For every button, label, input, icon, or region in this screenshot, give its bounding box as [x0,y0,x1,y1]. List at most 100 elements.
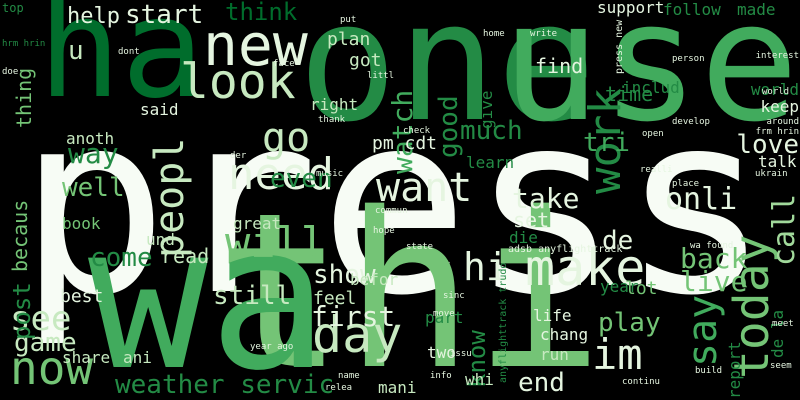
word-life: life [533,306,572,325]
word-continu: continu [622,377,660,387]
word-two: two [427,343,456,362]
word-press-new: press new [614,19,625,74]
word-meet: meet [772,319,794,329]
word-anyflighttrack-trudo: anyflighttrack trudo [498,262,509,383]
word-plan: plan [327,29,371,50]
word-now: now [10,341,94,395]
word-good: good [434,95,464,158]
word-keep: keep [760,97,799,116]
word-much: much [460,116,523,146]
word-frm-hrin: frm hrin [755,127,799,137]
word-de: de [602,226,634,256]
word-even: even [270,164,333,194]
word-tri: tri [583,128,630,158]
word-mani: mani [378,378,417,397]
word-info: info [430,371,452,381]
word-part: part [425,308,464,327]
word-im: im [592,330,643,379]
word-around: around [766,117,799,127]
word-back: back [680,242,748,275]
word-best: best [60,286,104,307]
word-ani: ani [123,348,152,367]
word-doe: doe [2,67,19,77]
word-music: music [316,169,344,179]
word-run: run [540,345,569,364]
word-ha: ha [38,0,205,129]
word-new: new [203,11,308,79]
word-share: share [62,348,111,367]
word-interest: interest [755,51,799,61]
word-wa-found: wa found [690,241,734,251]
word-think: think [225,0,298,26]
word-commun: commun [375,206,408,216]
word-der: der [230,151,247,161]
word-will: will [225,218,327,267]
word-thank: thank [318,115,346,125]
word-chang: chang [540,325,589,344]
word-year-ago: year ago [250,342,294,352]
word-love: love [736,130,799,160]
word-build: build [695,366,723,376]
word-world: world [762,87,790,97]
word-game: game [14,328,77,358]
word-hrm-hrin: hrm hrin [2,39,46,49]
word-set: set [513,208,550,232]
word-face: face [273,59,295,69]
word-person: person [672,54,705,64]
word-learn: learn [466,153,515,172]
word-die: die [509,228,538,247]
word-come: come [90,243,153,273]
word-book: book [62,214,101,233]
word-home: home [483,29,505,39]
word-post: post [8,282,36,340]
word-make: make [525,239,646,297]
word-befor: befor [350,270,399,289]
word-seem: seem [770,361,792,371]
word-ukrain: ukrain [755,169,788,179]
word-play: play [598,308,661,338]
word-day: day [312,306,403,364]
word-great: great [233,214,282,233]
word-help: help [67,4,120,29]
word-check: check [403,126,431,136]
word-made: made [737,0,776,19]
word-talk: talk [758,152,797,171]
word-first: first [311,300,396,333]
word-sinc: sinc [443,291,465,301]
word-put: put [340,15,357,25]
word-includ: includ [622,78,680,97]
word-start: start [125,0,204,30]
word-lot: lot [625,278,658,299]
word-see: see [10,299,72,339]
word-und: und [146,230,175,249]
word-right: right [310,95,359,114]
word-dont: dont [118,47,140,57]
word-world: world [750,80,799,99]
word-u: u [68,36,84,66]
word-still: still [213,281,292,311]
word-feel: feel [313,288,357,309]
word-need: need [228,149,334,200]
word-state: state [406,242,434,252]
word-year: year [600,277,639,296]
word-realli: realli [640,165,673,175]
word-name: name [338,371,360,381]
word-anoth: anoth [66,129,115,148]
word-go: go [262,115,311,161]
word-read: read [161,244,210,268]
word-one: one [298,0,597,158]
word-say: say [680,294,726,367]
word-onli: onli [665,182,738,217]
word-support: support [597,0,665,17]
word-look: look [180,54,296,110]
word-follow: follow [663,0,721,19]
word-pm-cdt: pm cdt [372,133,438,154]
word-press: press [18,59,771,350]
word-said: said [140,100,179,119]
word-want: want [376,165,473,211]
word-live: live [680,265,748,298]
word-find: find [535,54,584,78]
word-hope: hope [373,226,395,236]
word-well: well [62,173,125,203]
